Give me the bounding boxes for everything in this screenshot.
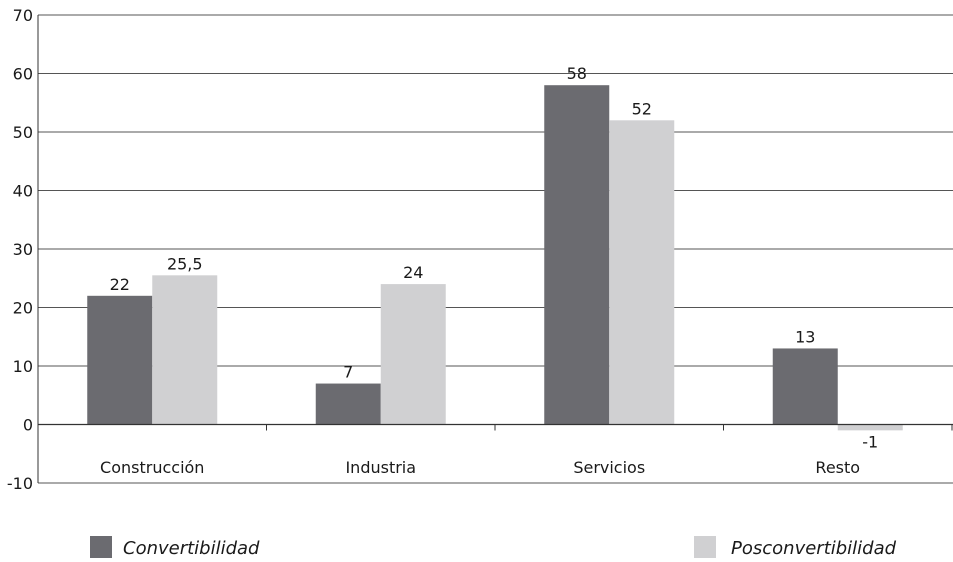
x-category-label: Servicios: [573, 458, 645, 477]
y-tick-label: 30: [13, 240, 33, 259]
bar-posconvertibilidad: [837, 424, 903, 431]
y-tick-label: 70: [13, 6, 33, 25]
y-axis-ticks: -10 0 10 20 30 40 50 60 70: [7, 6, 33, 493]
bar-convertibilidad: [87, 295, 153, 425]
bar-posconvertibilidad: [380, 284, 446, 425]
legend: Convertibilidad Posconvertibilidad: [90, 536, 897, 559]
bar-value-label: 22: [110, 275, 130, 294]
bars: [87, 85, 903, 431]
legend-label: Posconvertibilidad: [731, 538, 897, 559]
bar-value-label: 52: [632, 99, 652, 118]
y-tick-label: 20: [13, 299, 33, 318]
bar-posconvertibilidad: [609, 120, 675, 425]
y-tick-label: -10: [7, 474, 33, 493]
bar-value-label: -1: [862, 432, 878, 451]
x-axis: Construcción Industria Servicios Resto: [37, 15, 953, 483]
bar-value-labels: 22 25,5 7 24 58 52 13 -1: [110, 64, 879, 451]
y-tick-label: 50: [13, 123, 33, 142]
legend-label: Convertibilidad: [123, 538, 260, 559]
bar-posconvertibilidad: [152, 275, 218, 425]
bar-convertibilidad: [315, 383, 381, 425]
x-category-label: Resto: [815, 458, 860, 477]
x-category-label: Industria: [345, 458, 416, 477]
y-tick-label: 10: [13, 357, 33, 376]
y-tick-label: 0: [23, 416, 33, 435]
bar-convertibilidad: [772, 348, 838, 425]
bar-convertibilidad: [544, 85, 610, 425]
bar-value-label: 58: [567, 64, 587, 83]
y-tick-label: 60: [13, 65, 33, 84]
bar-value-label: 13: [795, 327, 815, 346]
legend-swatch: [694, 536, 716, 558]
y-tick-label: 40: [13, 182, 33, 201]
bar-value-label: 24: [403, 263, 423, 282]
legend-swatch: [90, 536, 112, 558]
bar-value-label: 7: [343, 363, 353, 382]
bar-value-label: 25,5: [167, 254, 203, 273]
x-category-label: Construcción: [100, 458, 204, 477]
